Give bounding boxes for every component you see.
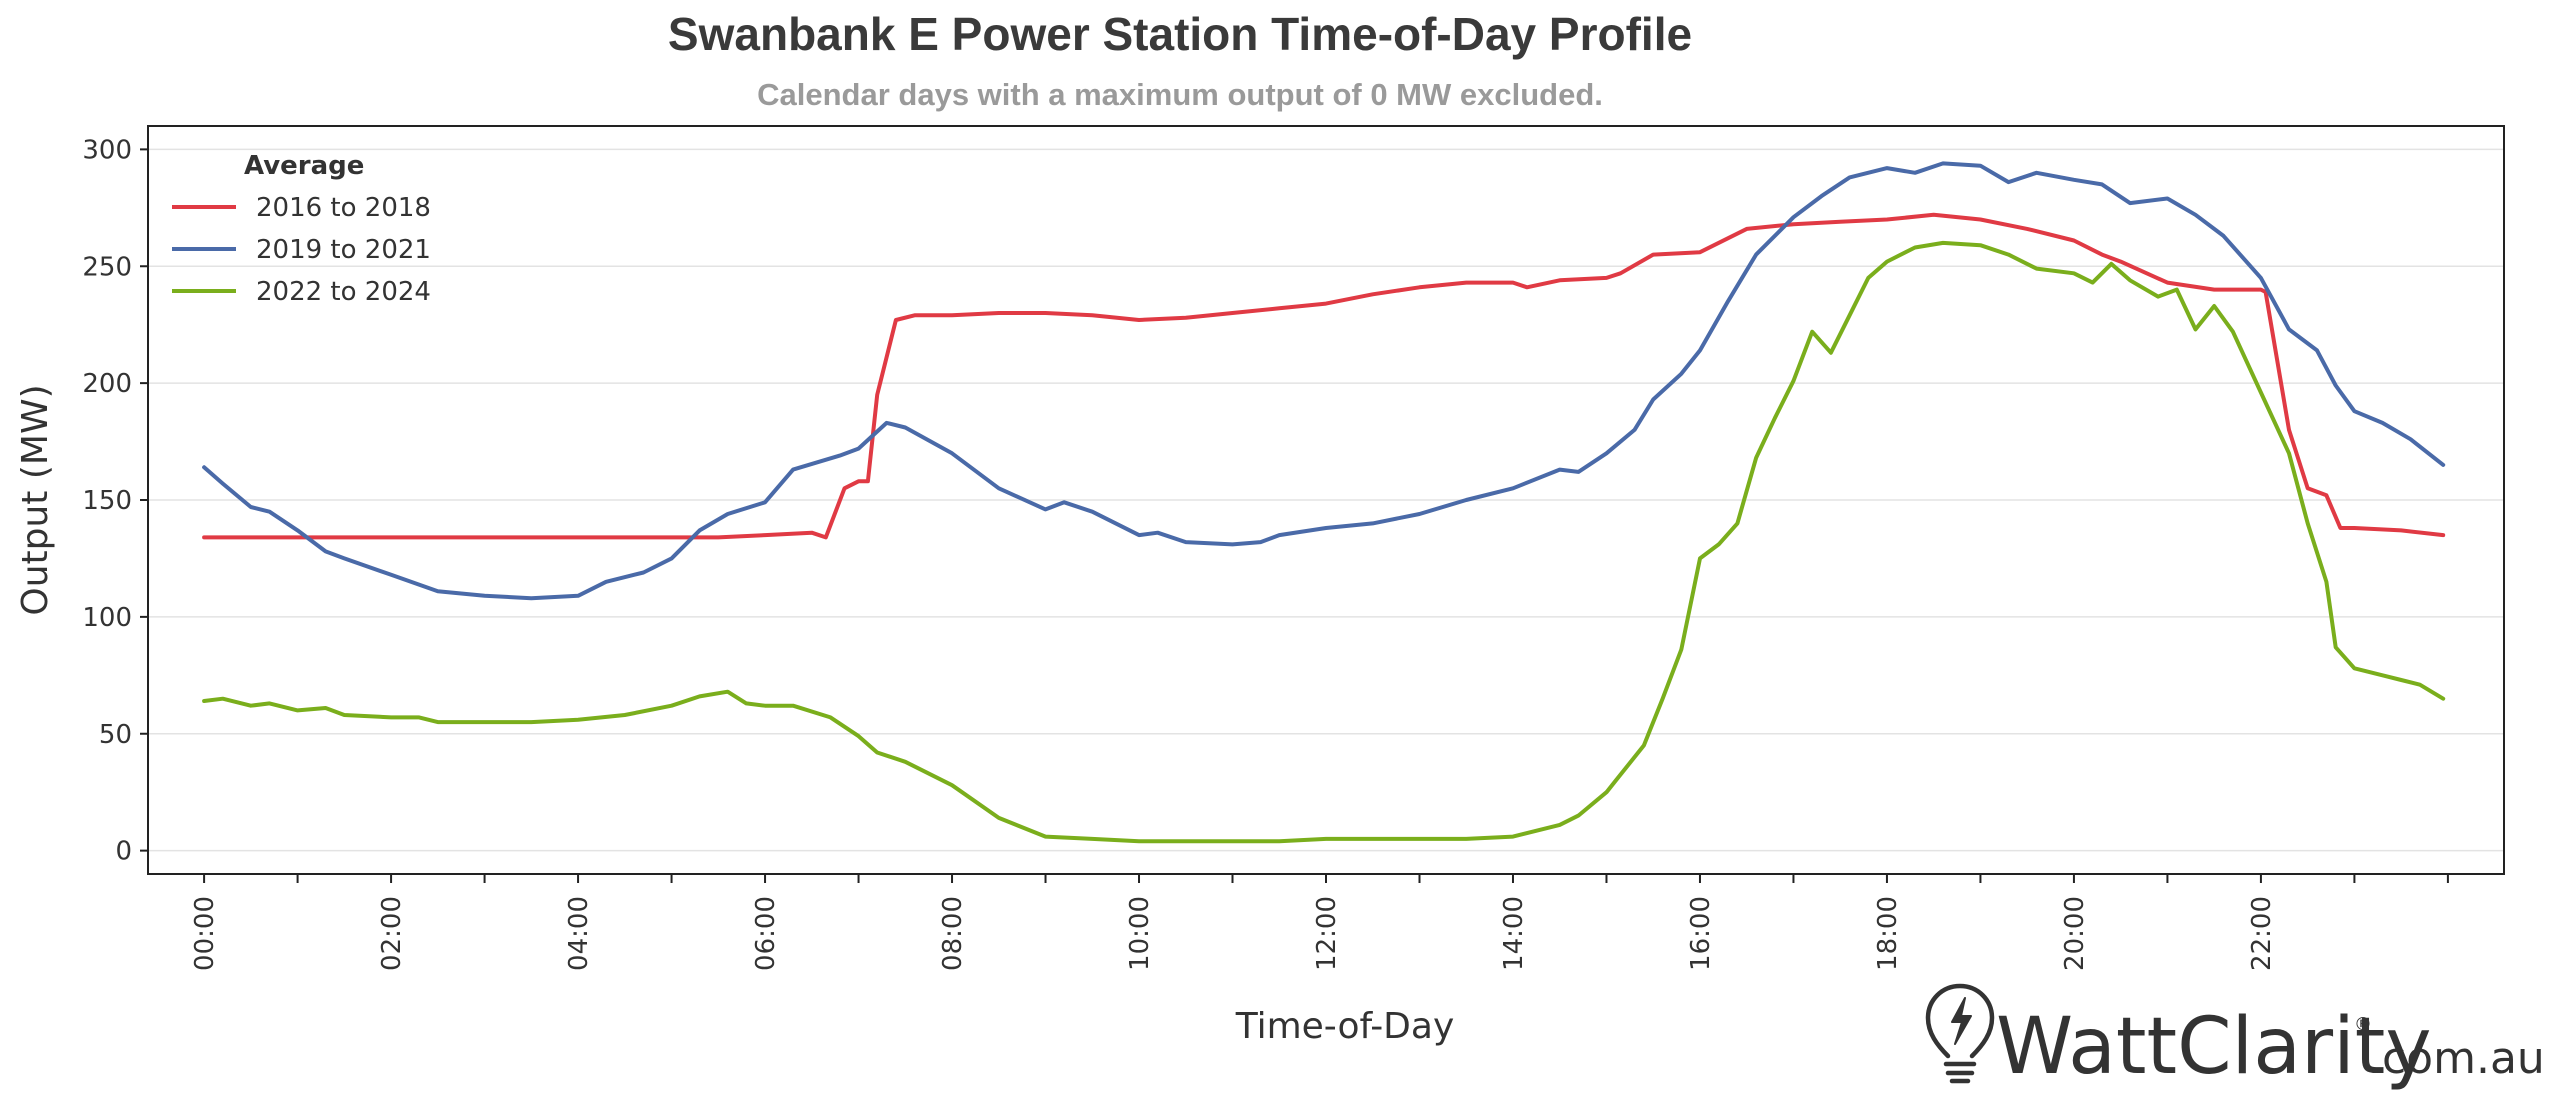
series-line-2016-to-2018 [202, 212, 2446, 540]
x-tick-label: 18:00 [1873, 896, 1903, 971]
legend-label-2022-2024: 2022 to 2024 [256, 277, 431, 307]
y-tick-label: 0 [115, 837, 132, 867]
logo-suffix: .com.au [2368, 1033, 2545, 1084]
gridlines [148, 148, 2504, 852]
x-tick-label: 16:00 [1686, 896, 1716, 971]
x-tick-label: 02:00 [377, 896, 407, 971]
y-axis-label: Output (MW) [15, 384, 56, 615]
lightbulb-bolt-icon [1925, 983, 1995, 1084]
x-tick-label: 12:00 [1312, 896, 1342, 971]
chart-title: Swanbank E Power Station Time-of-Day Pro… [668, 8, 1692, 60]
y-tick-label: 50 [99, 720, 132, 750]
x-tick-label: 14:00 [1499, 896, 1529, 971]
series-line-2022-to-2024 [202, 240, 2446, 844]
x-tick-label: 04:00 [564, 896, 594, 971]
plot-frame [147, 125, 2505, 875]
y-tick-label: 300 [82, 135, 132, 165]
y-tick-label: 100 [82, 603, 132, 633]
legend-label-2019-2021: 2019 to 2021 [256, 235, 431, 265]
legend-title: Average [244, 151, 364, 181]
x-tick-label: 06:00 [751, 896, 781, 971]
wattclarity-logo: WattClarity .com.au ® [1925, 983, 2545, 1092]
logo-registered-mark: ® [2354, 1014, 2372, 1035]
series-lines [202, 161, 2446, 844]
logo-brand: WattClarity [1996, 1002, 2432, 1092]
y-tick-label: 150 [82, 486, 132, 516]
x-tick-label: 08:00 [938, 896, 968, 971]
x-tick-label: 22:00 [2247, 896, 2277, 971]
x-tick-label: 10:00 [1125, 896, 1155, 971]
chart-subtitle: Calendar days with a maximum output of 0… [757, 77, 1603, 112]
x-tick-label: 20:00 [2060, 896, 2090, 971]
x-tick-label: 00:00 [190, 896, 220, 971]
y-tick-label: 250 [82, 252, 132, 282]
axes: 0 50 100 150 200 250 300 00:00 02:00 04:00 06:00 08… [82, 135, 2449, 971]
legend-label-2016-2018: 2016 to 2018 [256, 193, 431, 223]
x-axis-label: Time-of-Day [1235, 1006, 1455, 1047]
y-tick-label: 200 [82, 369, 132, 399]
legend: Average 2016 to 2018 2019 to 2021 2022 t… [172, 151, 431, 307]
series-line-2019-to-2021 [202, 161, 2446, 601]
